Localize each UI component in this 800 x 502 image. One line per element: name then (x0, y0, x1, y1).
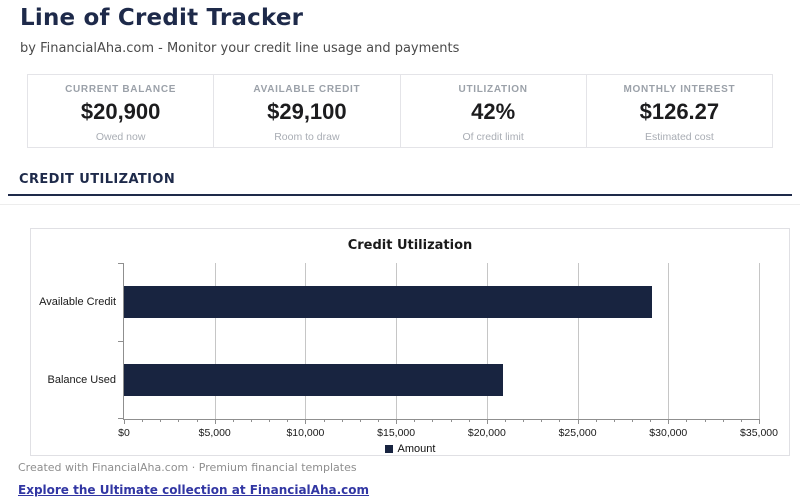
stat-caption: Estimated cost (644, 131, 714, 143)
x-axis-tick (759, 419, 760, 424)
x-axis-tick (251, 419, 252, 422)
x-axis-tick (650, 419, 652, 422)
x-axis-tick (287, 419, 289, 422)
x-axis-tick (305, 419, 307, 424)
y-axis-category-label: Balance Used (47, 374, 117, 386)
x-axis-tick-label: $35,000 (740, 427, 778, 439)
stats-row: CURRENT BALANCE $20,900 Owed now AVAILAB… (27, 74, 773, 148)
x-axis-tick-label: $20,000 (467, 427, 506, 439)
chart-plot-area: $0 $5,000 $10,000 $15,000 $20,000 $25,000 $30,… (39, 263, 778, 439)
stat-caption: Owed now (95, 131, 146, 143)
x-axis-tick (523, 419, 525, 422)
x-axis-tick (378, 419, 379, 422)
legend-label: Amount (397, 443, 436, 455)
chart-card: Credit Utilization $0 $5,000 $10,000 $15,00… (30, 228, 790, 456)
gridline (486, 263, 488, 419)
x-axis-tick (613, 419, 615, 422)
gridline (396, 263, 398, 419)
stat-label: UTILIZATION (458, 84, 528, 95)
gridline (214, 263, 216, 419)
header-shadow-line (0, 204, 800, 205)
x-axis-tick (414, 419, 416, 422)
legend-swatch (384, 445, 393, 453)
page-subtitle: by FinancialAha.com - Monitor your credi… (20, 41, 460, 56)
x-axis-tick (577, 419, 579, 424)
x-axis-tick (396, 419, 398, 424)
x-axis-tick-label: $10,000 (286, 427, 325, 439)
chart-legend: Amount (31, 443, 789, 455)
x-axis-tick-label: $15,000 (377, 427, 416, 439)
x-axis-tick-label: $25,000 (558, 427, 597, 439)
page-title: Line of Credit Tracker (20, 5, 304, 31)
x-axis-tick (214, 419, 216, 424)
x-axis-tick (486, 419, 488, 424)
x-axis-tick (468, 419, 470, 422)
gridline (305, 263, 307, 419)
x-axis-tick (124, 419, 125, 424)
x-axis-tick-label: $0 (118, 427, 130, 439)
stat-label: AVAILABLE CREDIT (253, 84, 361, 95)
x-axis-tick (341, 419, 343, 422)
x-axis-tick (686, 419, 688, 422)
chart-title: Credit Utilization (347, 238, 473, 253)
gridline (759, 263, 760, 419)
x-axis-tick (559, 419, 561, 422)
stat-card-monthly-interest: MONTHLY INTEREST $126.27 Estimated cost (585, 75, 772, 147)
x-axis-tick (232, 419, 234, 422)
stat-value: $29,100 (267, 99, 347, 124)
gridline (577, 263, 579, 419)
section-heading: CREDIT UTILIZATION (19, 172, 176, 187)
gridline (668, 263, 670, 419)
footer-credit: Created with FinancialAha.com · Premium … (18, 461, 357, 474)
stat-caption: Of credit limit (462, 131, 524, 143)
stat-caption: Room to draw (274, 131, 340, 143)
stat-card-utilization: UTILIZATION 42% Of credit limit (399, 75, 586, 147)
chart-bar (124, 286, 652, 318)
stat-label: CURRENT BALANCE (65, 84, 177, 95)
x-axis-tick (632, 419, 633, 422)
x-axis-tick (359, 419, 361, 422)
x-axis-tick-label: $30,000 (649, 427, 688, 439)
stat-label: MONTHLY INTEREST (623, 84, 736, 95)
footer-link[interactable]: Explore the Ultimate collection at Finan… (18, 483, 370, 497)
chart-bar (124, 364, 504, 396)
stat-value: 42% (471, 99, 516, 124)
x-axis-tick (740, 419, 742, 422)
x-axis-tick (541, 419, 543, 422)
x-axis-tick (668, 419, 670, 424)
x-axis-tick (450, 419, 452, 422)
y-axis-tick (118, 418, 124, 419)
x-axis-tick (178, 419, 180, 422)
x-axis-tick (505, 419, 506, 422)
x-axis-tick (160, 419, 162, 422)
y-axis-tick (118, 263, 124, 264)
x-axis-tick (704, 419, 706, 422)
x-axis-tick (269, 419, 271, 422)
x-axis-tick (722, 419, 724, 422)
y-axis-tick (118, 341, 124, 342)
x-axis-tick (142, 419, 144, 422)
section-divider (8, 194, 792, 196)
stat-value: $126.27 (639, 99, 720, 124)
stat-card-available-credit: AVAILABLE CREDIT $29,100 Room to draw (213, 75, 399, 147)
stat-card-current-balance: CURRENT BALANCE $20,900 Owed now (28, 75, 213, 147)
x-axis-tick (196, 419, 198, 422)
x-axis-tick (432, 419, 434, 422)
stat-value: $20,900 (80, 99, 161, 124)
x-axis-tick-label: $5,000 (198, 427, 231, 439)
y-axis-category-label: Available Credit (39, 296, 116, 308)
x-axis-tick (595, 419, 597, 422)
x-axis-tick (323, 419, 325, 422)
